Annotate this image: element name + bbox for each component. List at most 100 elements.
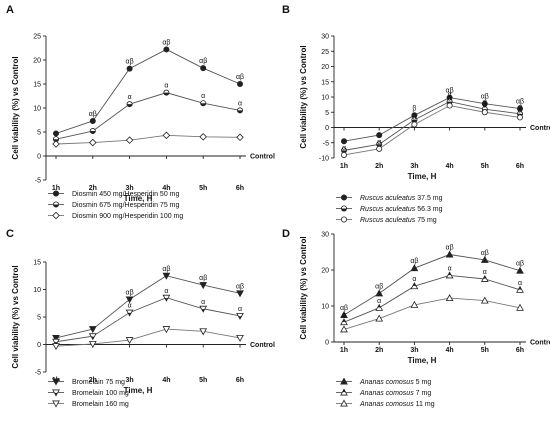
series-2: α α α [340,92,524,154]
significance-label: α [518,107,522,114]
y-tick-label: 15 [321,79,329,86]
x-tick-label: 4h [446,347,454,354]
y-tick-label: 10 [321,304,329,311]
significance-label: α [201,299,205,306]
data-point [410,300,419,308]
series-3 [52,326,244,351]
series-2: α α α α [53,83,243,143]
legend-label: Ananas comosus 7 mg [359,390,431,397]
data-point [125,296,134,304]
data-point [163,46,170,53]
data-point [340,325,348,333]
significance-label: α [483,269,487,276]
x-tick-label: 4h [162,185,170,192]
data-point [89,138,97,147]
data-point [480,296,489,304]
data-point-fill [483,275,487,279]
legend-entry-3: Ananas comosus 11 mg [336,399,435,408]
data-point [411,121,418,128]
significance-label: αβ [516,99,524,106]
significance-label: α [377,298,381,305]
significance-label: α [448,265,452,272]
x-tick-label: 6h [236,185,244,192]
legend-label-dose: 56.3 mg [415,206,442,213]
data-point [480,255,489,263]
panel-label: D [282,228,290,240]
data-point [516,266,524,274]
data-point [52,343,60,351]
significance-label: α [412,114,416,121]
y-tick-label: 30 [321,232,329,239]
data-point [125,309,134,317]
control-label: Control [250,154,275,161]
control-label: Control [530,340,550,347]
data-point [375,314,384,322]
series-2: α α α α α α [340,265,524,326]
data-point [89,117,96,124]
data-point-fill [412,283,416,286]
x-tick-label: 3h [126,185,134,192]
series-line [343,97,521,142]
significance-label: α [128,303,132,310]
data-point [445,294,454,302]
data-point [340,151,347,158]
data-point [340,310,348,318]
legend-entry-3: Ruscus aculeatus 75 mg [336,216,437,224]
series-1: αβ αβ αβ αβ αβ αβ [340,245,524,318]
series-line [343,254,521,316]
significance-label: αβ [340,305,348,312]
series-3: α α α α α α [340,96,524,158]
significance-label: αβ [236,74,244,81]
legend-label-dose: 7 mg [414,390,432,397]
x-tick-label: 2h [89,377,97,384]
x-tick-label: 4h [446,163,454,170]
y-tick-label: 10 [33,106,41,113]
y-axis-title: Cell viability (%) vs Control [299,236,308,339]
data-point [340,216,347,223]
data-point [199,133,207,141]
significance-label: α [128,94,132,101]
panel-b: B -10 -5 0 5 10 15 20 25 30 Control 1h 2h 3h 4h 5h 6h Cel… [282,4,550,224]
x-tick-label: 4h [162,377,170,384]
data-point [446,102,453,109]
data-point-fill [128,312,132,316]
legend-entry-2: Ruscus aculeatus 56.3 mg [336,205,443,213]
legend-entry-1: Ananas comosus 5 mg [336,377,432,386]
data-point [88,326,97,334]
series-line [55,275,241,339]
data-point [200,65,207,72]
legend-entry-1: Diosmin 450 mg/Hesperidin 50 mg [48,190,179,198]
series-line [55,134,241,145]
x-tick-label: 2h [89,185,97,192]
y-tick-label: 5 [37,130,41,137]
panel-a: A -5 0 5 10 15 20 25 Control 1h 2h 3h 4h 5h 6h Cell via… [6,4,275,220]
data-point [236,81,243,88]
data-point [162,326,171,334]
data-point [517,114,524,121]
significance-label: αβ [481,250,489,257]
legend-label-dose: 11 mg [414,401,435,408]
data-point [199,282,208,290]
data-point [125,136,134,144]
data-point [340,377,348,385]
data-point-fill [448,272,452,276]
data-point [445,250,454,258]
data-point [52,378,60,386]
legend-label: Bromelain 75 mg [72,379,125,386]
x-tick-label: 5h [199,377,207,384]
legend-label-italic: Ruscus aculeatus [360,206,416,213]
x-tick-label: 5h [199,185,207,192]
significance-label: α [377,139,381,146]
series-1: αβ αβ αβ αβ αβ [53,39,244,137]
significance-label: αβ [199,58,207,65]
x-tick-label: 3h [410,347,418,354]
x-axis-title: Time, H [408,172,437,181]
significance-label: α [518,104,522,111]
legend-label-dose: 75 mg [415,217,437,224]
legend-label-dose: 5 mg [414,379,432,386]
legend-entry-3: Bromelain 160 mg [48,400,129,408]
legend-label-italic: Ananas comosus [359,401,414,408]
x-tick-label: 1h [340,163,348,170]
x-axis-title: Time, H [124,194,153,203]
